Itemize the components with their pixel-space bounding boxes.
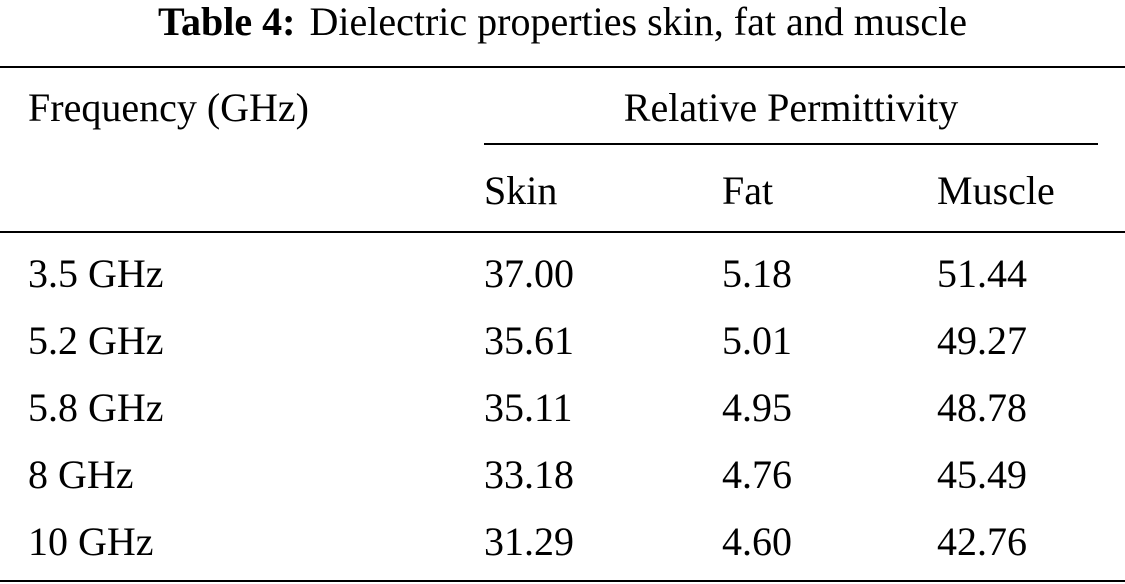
table-row: 5.8 GHz 35.11 4.95 48.78 — [0, 376, 1125, 443]
header-skin: Skin — [484, 168, 558, 213]
table-top-rule — [0, 66, 1125, 68]
cell-muscle: 49.27 — [937, 318, 1027, 363]
cell-muscle: 42.76 — [937, 519, 1027, 564]
table-caption-label: Table 4: — [158, 0, 296, 44]
header-fat: Fat — [722, 168, 774, 213]
cell-muscle: 45.49 — [937, 452, 1027, 497]
cell-skin: 35.61 — [484, 318, 574, 363]
table-row: 5.2 GHz 35.61 5.01 49.27 — [0, 309, 1125, 376]
cell-skin: 31.29 — [484, 519, 574, 564]
cell-skin: 37.00 — [484, 251, 574, 296]
cell-frequency: 5.2 GHz — [28, 318, 164, 363]
cell-fat: 5.18 — [722, 251, 792, 296]
header-group-rule — [484, 143, 1098, 145]
header-relative-permittivity: Relative Permittivity — [623, 85, 959, 130]
table-caption-text: Dielectric properties skin, fat and musc… — [309, 0, 967, 44]
table-row: 10 GHz 31.29 4.60 42.76 — [0, 510, 1125, 577]
cell-frequency: 5.8 GHz — [28, 385, 164, 430]
table-row: 8 GHz 33.18 4.76 45.49 — [0, 443, 1125, 510]
cell-frequency: 10 GHz — [28, 519, 154, 564]
cell-fat: 4.60 — [722, 519, 792, 564]
header-frequency: Frequency (GHz) — [28, 85, 309, 130]
header-bottom-rule — [0, 231, 1125, 233]
cell-muscle: 48.78 — [937, 385, 1027, 430]
cell-frequency: 3.5 GHz — [28, 251, 164, 296]
cell-fat: 4.95 — [722, 385, 792, 430]
table-caption: Table 4: Dielectric properties skin, fat … — [0, 2, 1125, 42]
cell-fat: 5.01 — [722, 318, 792, 363]
table-bottom-rule — [0, 580, 1125, 582]
table-row: 3.5 GHz 37.00 5.18 51.44 — [0, 242, 1125, 309]
cell-skin: 35.11 — [484, 385, 573, 430]
cell-muscle: 51.44 — [937, 251, 1027, 296]
header-muscle: Muscle — [937, 168, 1055, 213]
cell-fat: 4.76 — [722, 452, 792, 497]
cell-frequency: 8 GHz — [28, 452, 134, 497]
cell-skin: 33.18 — [484, 452, 574, 497]
